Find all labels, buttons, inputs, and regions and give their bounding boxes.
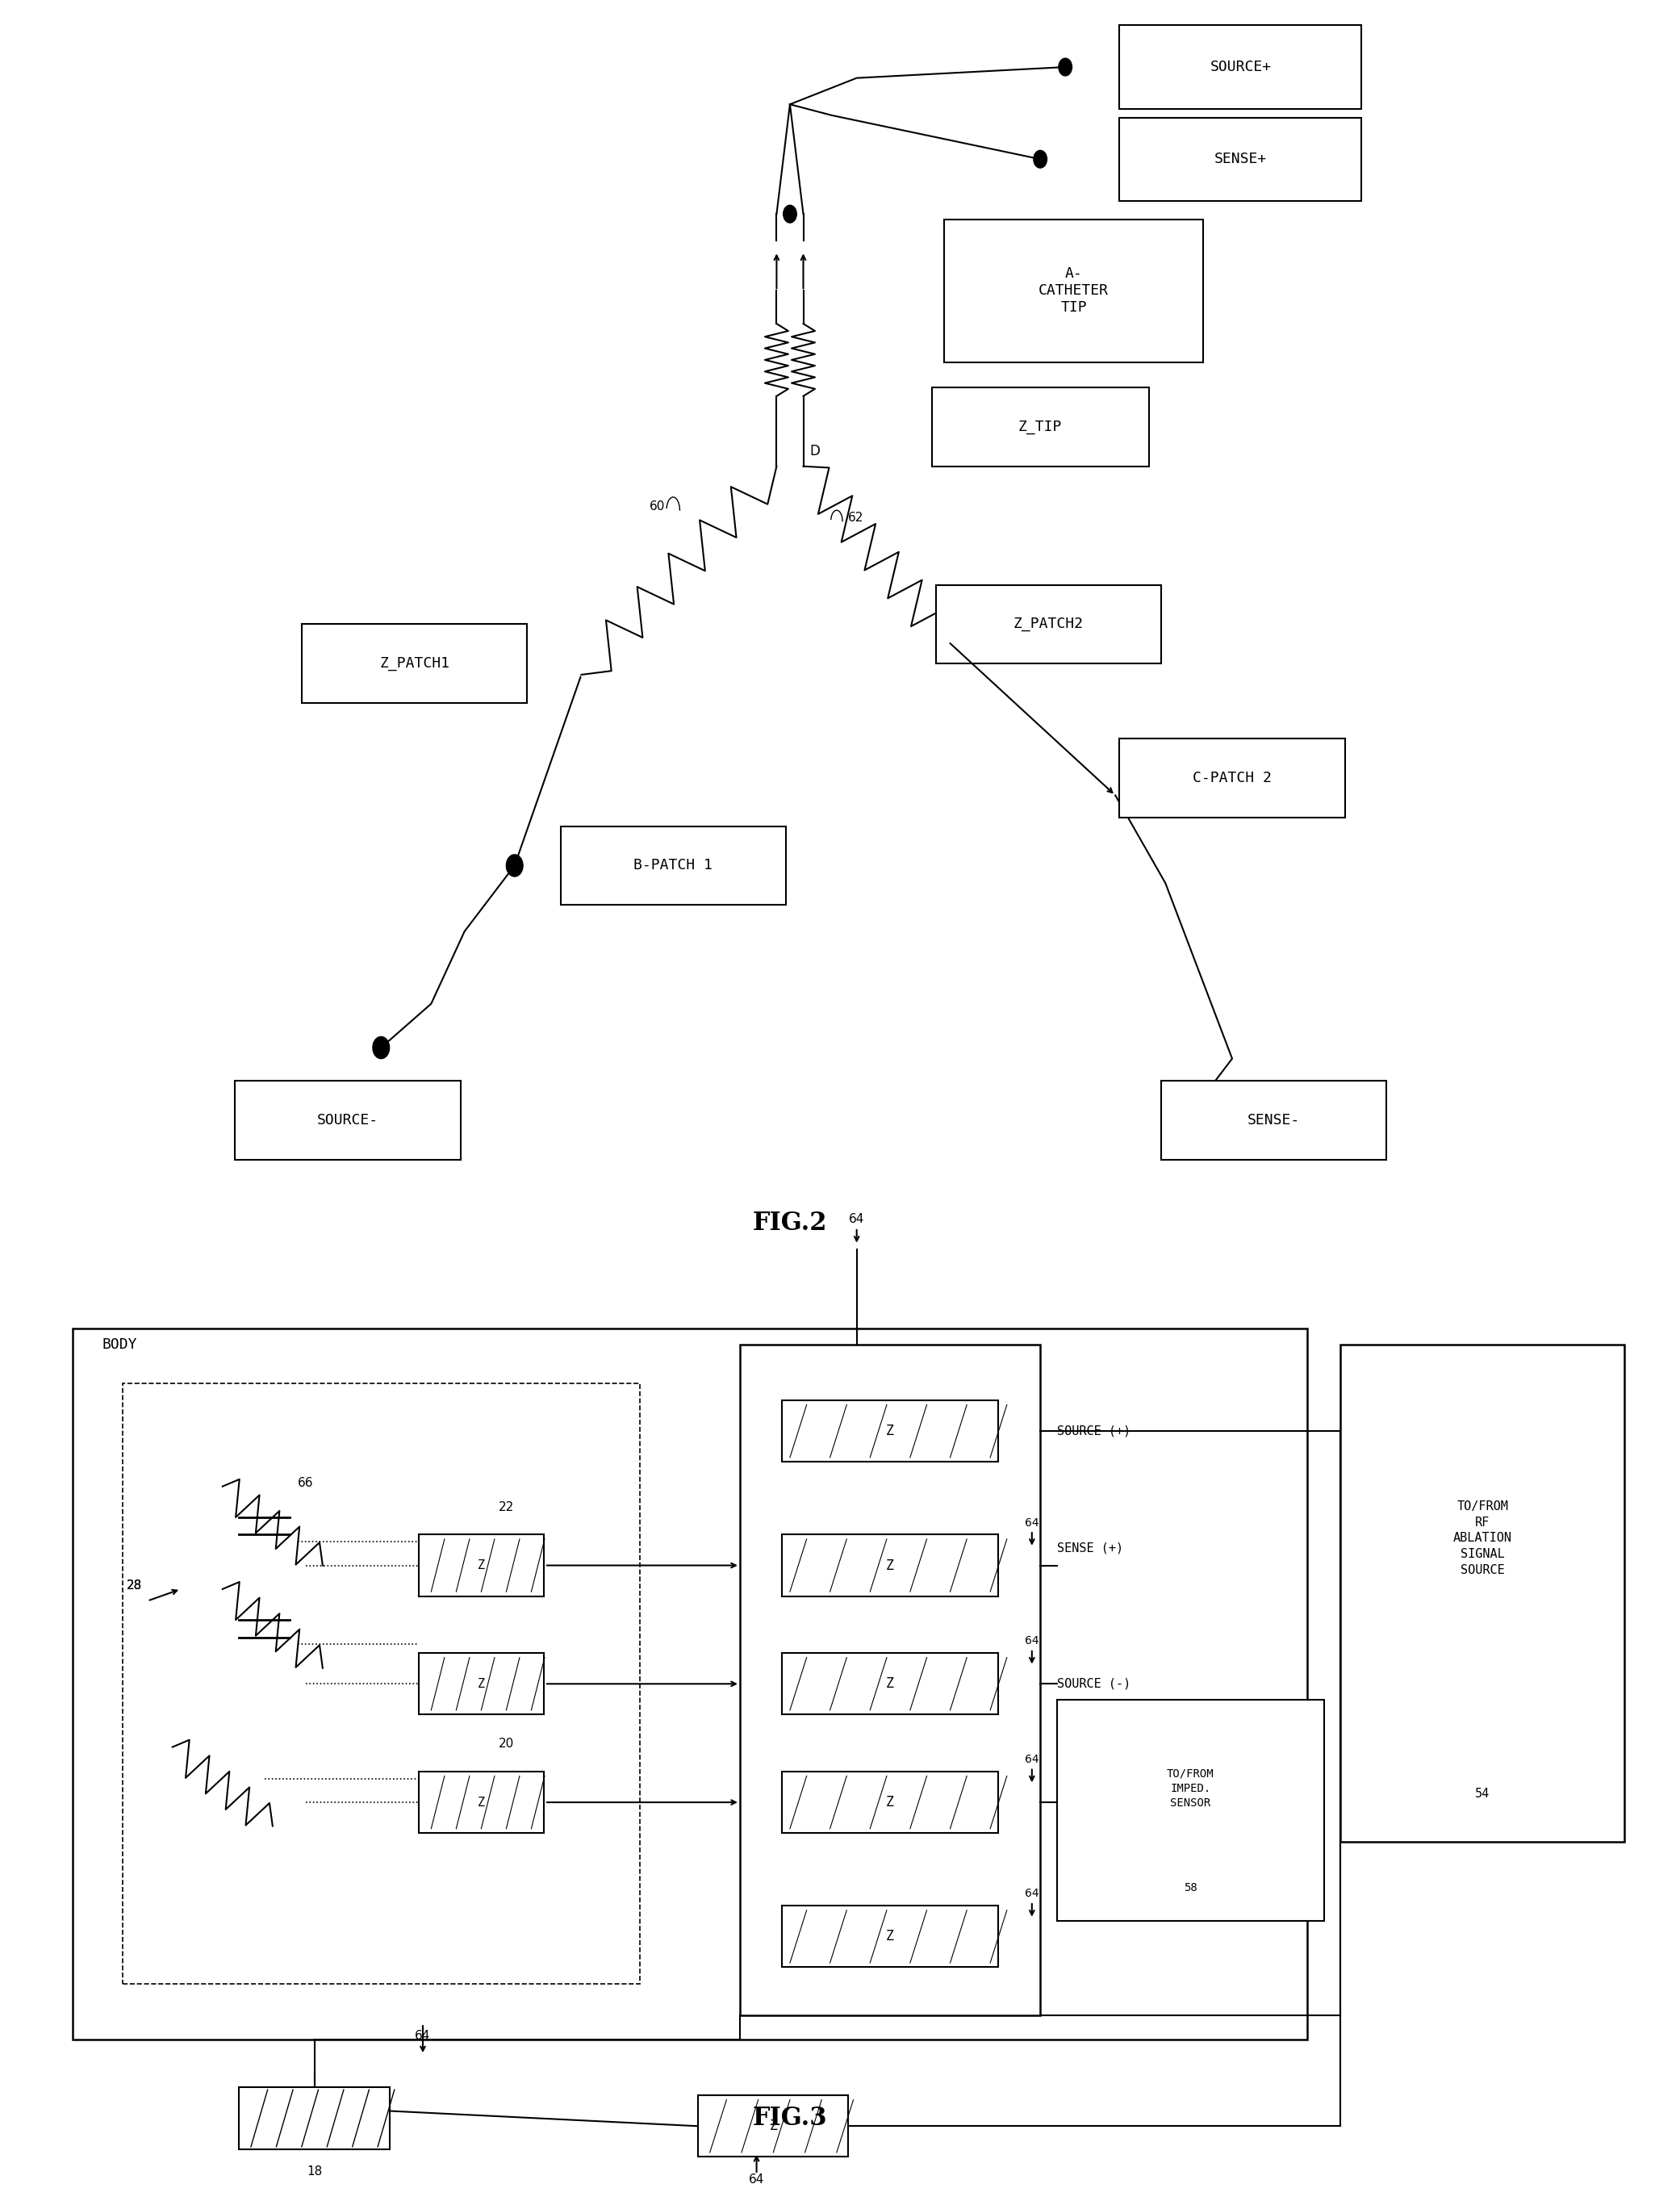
Bar (739, 1345, 1040, 2015)
FancyBboxPatch shape (1119, 24, 1361, 108)
Text: 28: 28 (128, 1579, 143, 1592)
Text: Z: Z (885, 1676, 894, 1691)
FancyBboxPatch shape (1161, 1080, 1386, 1160)
Text: 64: 64 (1025, 1517, 1038, 1528)
Text: BODY: BODY (102, 1336, 138, 1352)
FancyBboxPatch shape (235, 1080, 460, 1160)
Text: Z_PATCH1: Z_PATCH1 (380, 657, 450, 670)
Text: 64: 64 (1025, 1887, 1038, 1899)
FancyBboxPatch shape (781, 1771, 998, 1832)
Text: Z: Z (477, 1797, 486, 1808)
Text: 58: 58 (1184, 1883, 1198, 1894)
Text: 64: 64 (1025, 1636, 1038, 1647)
Text: A-
CATHETER
TIP: A- CATHETER TIP (1038, 267, 1109, 315)
Text: SENSE+: SENSE+ (1215, 152, 1267, 165)
Text: Z_PATCH2: Z_PATCH2 (1013, 617, 1084, 631)
Text: SOURCE (-): SOURCE (-) (1057, 1678, 1131, 1689)
Text: 66: 66 (297, 1477, 314, 1488)
Text: 20: 20 (499, 1738, 514, 1751)
FancyBboxPatch shape (781, 1905, 998, 1967)
Text: D: D (810, 443, 820, 459)
Text: 28: 28 (128, 1579, 143, 1592)
Text: TO/FROM
IMPED.
SENSOR: TO/FROM IMPED. SENSOR (1168, 1768, 1215, 1808)
Text: Z: Z (477, 1678, 486, 1689)
Text: 64: 64 (749, 2174, 764, 2185)
FancyBboxPatch shape (418, 1535, 544, 1596)
FancyBboxPatch shape (932, 388, 1149, 465)
Circle shape (1033, 150, 1047, 168)
FancyBboxPatch shape (781, 1654, 998, 1715)
Bar (72, 1327, 1307, 2040)
Circle shape (506, 856, 522, 878)
Bar (239, 2088, 390, 2150)
Text: FIG.2: FIG.2 (753, 1211, 827, 1235)
Text: 18: 18 (306, 2165, 323, 2179)
Bar (1057, 1700, 1324, 1921)
FancyBboxPatch shape (781, 1535, 998, 1596)
Text: 62: 62 (848, 512, 864, 523)
Bar (123, 1385, 640, 1984)
Text: SOURCE (+): SOURCE (+) (1057, 1424, 1131, 1438)
Text: SENSE-: SENSE- (1248, 1114, 1300, 1127)
Text: 64: 64 (415, 2029, 430, 2042)
FancyBboxPatch shape (418, 1771, 544, 1832)
FancyBboxPatch shape (418, 1654, 544, 1715)
FancyBboxPatch shape (561, 827, 786, 904)
FancyBboxPatch shape (699, 2095, 848, 2156)
Text: 54: 54 (1475, 1788, 1490, 1799)
Text: C-PATCH 2: C-PATCH 2 (1193, 770, 1272, 785)
Text: 60: 60 (648, 501, 665, 512)
Text: 64: 64 (848, 1213, 865, 1226)
Text: SOURCE-: SOURCE- (318, 1114, 378, 1127)
Text: SENSE (-): SENSE (-) (1057, 1810, 1124, 1821)
Text: FIG.3: FIG.3 (753, 2106, 827, 2130)
FancyBboxPatch shape (944, 220, 1203, 362)
Circle shape (373, 1036, 390, 1058)
FancyBboxPatch shape (1119, 739, 1344, 818)
Text: SOURCE+: SOURCE+ (1210, 60, 1272, 75)
Text: Z: Z (885, 1424, 894, 1438)
Text: Z: Z (885, 1559, 894, 1572)
Bar (1341, 1345, 1625, 1841)
FancyBboxPatch shape (1119, 117, 1361, 201)
Text: 64: 64 (1025, 1753, 1038, 1766)
Text: Z: Z (477, 1559, 486, 1572)
Text: Z: Z (885, 1929, 894, 1945)
Text: Z: Z (769, 2119, 778, 2134)
Text: Z_TIP: Z_TIP (1018, 419, 1062, 434)
Text: Z: Z (885, 1795, 894, 1810)
FancyBboxPatch shape (936, 584, 1161, 664)
FancyBboxPatch shape (781, 1400, 998, 1462)
Text: 22: 22 (499, 1502, 514, 1513)
Text: TO/FROM
RF
ABLATION
SIGNAL
SOURCE: TO/FROM RF ABLATION SIGNAL SOURCE (1453, 1499, 1512, 1577)
Text: SENSE (+): SENSE (+) (1057, 1541, 1124, 1555)
Circle shape (1200, 1080, 1215, 1102)
Text: B-PATCH 1: B-PATCH 1 (633, 858, 712, 873)
FancyBboxPatch shape (302, 624, 528, 703)
Circle shape (783, 205, 796, 223)
Circle shape (1058, 57, 1072, 75)
